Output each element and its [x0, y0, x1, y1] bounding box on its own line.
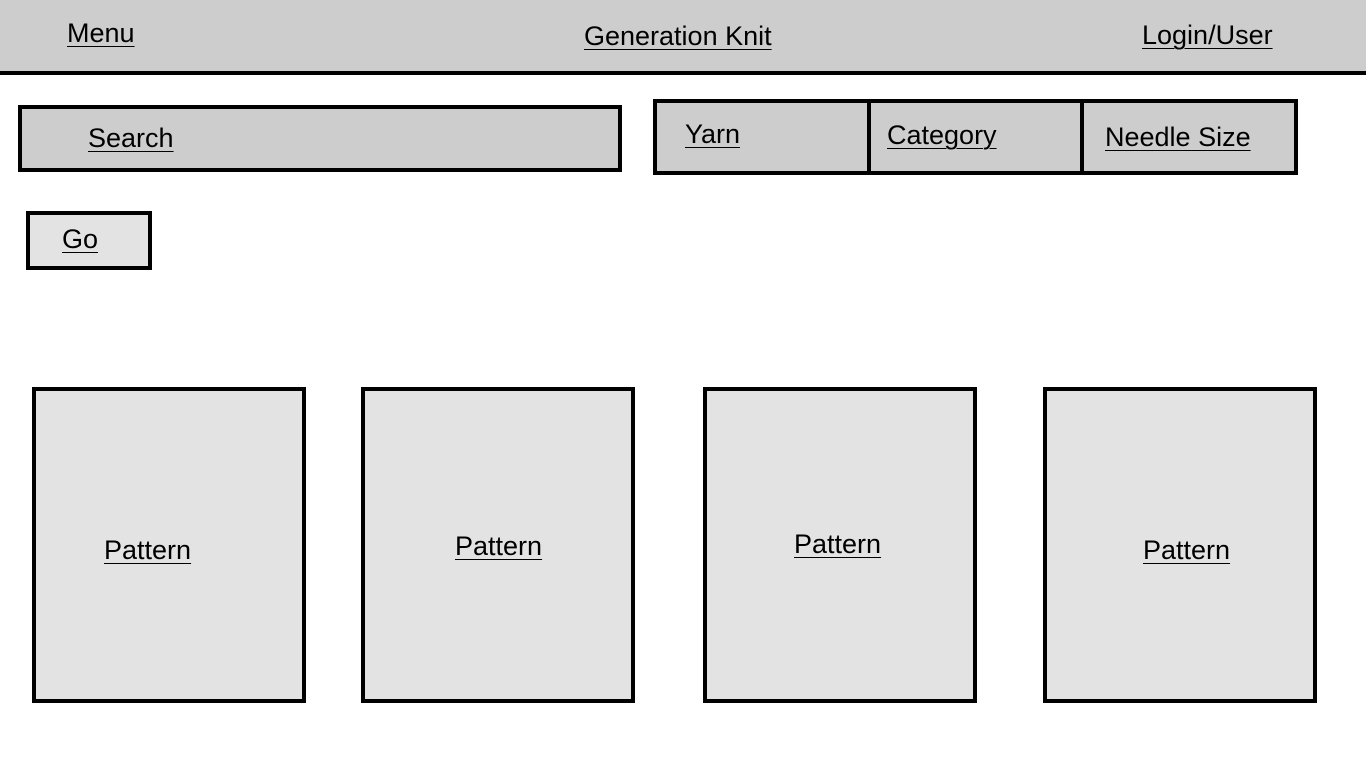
go-button-label: Go: [62, 224, 99, 254]
go-button[interactable]: Go: [26, 211, 152, 270]
top-header: Menu Generation Knit Login/User: [0, 0, 1366, 75]
pattern-card[interactable]: Pattern: [361, 387, 635, 703]
login-user-link[interactable]: Login/User: [1142, 20, 1273, 50]
filter-needle-size[interactable]: Needle Size: [1080, 99, 1298, 175]
filter-needle-size-label: Needle Size: [1105, 122, 1251, 152]
filter-yarn[interactable]: Yarn: [653, 99, 871, 175]
search-placeholder: Search: [88, 123, 174, 153]
pattern-card[interactable]: Pattern: [32, 387, 306, 703]
pattern-card[interactable]: Pattern: [1043, 387, 1317, 703]
pattern-card-label: Pattern: [1143, 535, 1231, 565]
pattern-card-label: Pattern: [104, 535, 192, 565]
menu-link[interactable]: Menu: [67, 18, 135, 48]
pattern-card-label: Pattern: [794, 529, 882, 559]
pattern-card-label: Pattern: [455, 531, 543, 561]
pattern-card[interactable]: Pattern: [703, 387, 977, 703]
site-title[interactable]: Generation Knit: [584, 21, 772, 51]
filter-yarn-label: Yarn: [685, 119, 741, 149]
filter-group: Yarn Category Needle Size: [653, 99, 1298, 175]
filter-category[interactable]: Category: [867, 99, 1084, 175]
search-input[interactable]: Search: [18, 105, 622, 172]
filter-category-label: Category: [887, 120, 997, 150]
